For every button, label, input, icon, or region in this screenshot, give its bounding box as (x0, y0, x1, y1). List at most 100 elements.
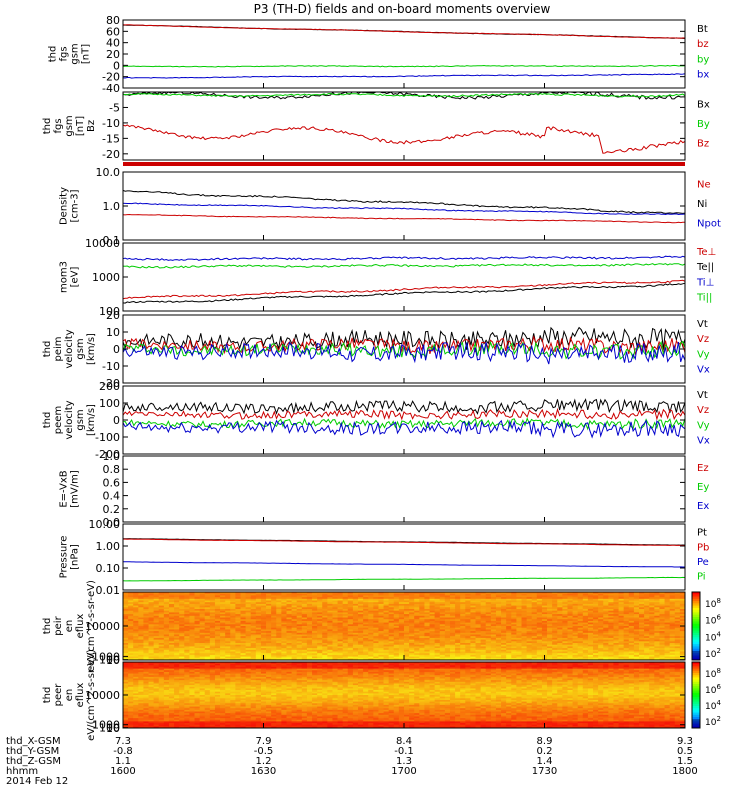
spectrogram-cell (572, 653, 579, 656)
spectrogram-cell (572, 614, 579, 617)
spectrogram-cell (460, 619, 466, 622)
spectrogram-cell (404, 612, 410, 615)
spectrogram-cell (240, 609, 247, 612)
spectrogram-cell (516, 651, 522, 654)
spectrogram-cell (393, 631, 400, 634)
spectrogram-cell (291, 609, 298, 612)
spectrogram-cell (644, 646, 650, 649)
spectrogram-cell (434, 649, 441, 652)
spectrogram-cell (123, 683, 129, 686)
spectrogram-cell (363, 651, 369, 654)
spectrogram-cell (255, 648, 262, 651)
spectrogram-cell (301, 643, 308, 646)
spectrogram-cell (174, 615, 180, 618)
spectrogram-cell (347, 653, 354, 656)
spectrogram-cell (123, 701, 129, 704)
spectrogram-cell (404, 634, 410, 637)
spectrogram-cell (296, 629, 303, 632)
spectrogram-cell (501, 651, 507, 654)
spectrogram-cell (286, 654, 292, 657)
spectrogram-cell (281, 600, 287, 603)
spectrogram-cell (158, 643, 165, 646)
spectrogram-cell (260, 646, 267, 649)
spectrogram-cell (189, 605, 195, 608)
spectrogram-cell (603, 593, 609, 596)
spectrogram-cell (255, 592, 262, 595)
spectrogram-cell (179, 634, 185, 637)
spectrogram-cell (541, 615, 548, 618)
spectrogram-cell (429, 619, 436, 622)
spectrogram-cell (639, 631, 645, 634)
spectrogram-cell (470, 649, 476, 652)
spectrogram-cell (521, 639, 528, 642)
spectrogram-cell (404, 624, 410, 627)
spectrogram-cell (593, 612, 599, 615)
spectrogram-cell (245, 644, 252, 647)
spectrogram-cell (429, 624, 436, 627)
spectrogram-cell (633, 595, 640, 598)
spectrogram-cell (424, 632, 430, 635)
spectrogram-cell (639, 644, 645, 647)
spectrogram-cell (521, 636, 528, 639)
spectrogram-cell (598, 658, 604, 661)
spectrogram-cell (306, 603, 313, 606)
spectrogram-cell (552, 644, 558, 647)
spectrogram-cell (480, 607, 487, 610)
spectrogram-cell (429, 646, 436, 649)
spectrogram-cell (322, 605, 328, 608)
spectrogram-cell (383, 612, 390, 615)
spectrogram-cell (649, 612, 655, 615)
spectrogram-cell (414, 609, 420, 612)
spectrogram-cell (449, 648, 456, 651)
spectrogram-cell (388, 614, 395, 617)
spectrogram-cell (245, 607, 252, 610)
spectrogram-cell (429, 648, 436, 651)
spectrogram-cell (419, 641, 425, 644)
spectrogram-cell (460, 648, 466, 651)
spectrogram-cell (153, 724, 160, 727)
spectrogram-cell (148, 678, 155, 681)
spectrogram-cell (434, 632, 441, 635)
spectrogram-cell (419, 626, 425, 629)
spectrogram-cell (460, 641, 466, 644)
spectrogram-cell (363, 626, 369, 629)
spectrogram-cell (225, 595, 231, 598)
spectrogram-cell (214, 648, 221, 651)
spectrogram-cell (143, 658, 149, 661)
spectrogram-cell (572, 644, 579, 647)
spectrogram-cell (204, 644, 211, 647)
spectrogram-cell (455, 626, 461, 629)
spectrogram-cell (429, 609, 436, 612)
spectrogram-cell (526, 656, 533, 659)
spectrogram-cell (133, 678, 139, 681)
spectrogram-cell (480, 614, 487, 617)
spectrogram-cell (163, 605, 170, 608)
spectrogram-cell (240, 595, 247, 598)
spectrogram-cell (194, 598, 201, 601)
spectrogram-cell (255, 624, 262, 627)
spectrogram-cell (153, 658, 160, 661)
spectrogram-cell (470, 632, 476, 635)
spectrogram-cell (674, 654, 681, 657)
spectrogram-cell (225, 654, 231, 657)
spectrogram-cell (378, 622, 384, 625)
spectrogram-cell (557, 634, 563, 637)
spectrogram-cell (547, 619, 553, 622)
spectrogram-cell (598, 651, 604, 654)
spectrogram-cell (230, 639, 236, 642)
spectrogram-cell (158, 685, 165, 688)
spectrogram-cell (230, 620, 236, 623)
spectrogram-cell (214, 656, 221, 659)
spectrogram-cell (133, 662, 139, 665)
spectrogram-cell (536, 656, 543, 659)
spectrogram-cell (317, 626, 323, 629)
spectrogram-cell (567, 602, 573, 605)
spectrogram-cell (281, 610, 287, 613)
spectrogram-cell (567, 610, 573, 613)
spectrogram-cell (250, 609, 257, 612)
spectrogram-cell (286, 656, 292, 659)
spectrogram-cell (128, 605, 134, 608)
spectrogram-cell (429, 603, 436, 606)
spectrogram-cell (179, 656, 185, 659)
